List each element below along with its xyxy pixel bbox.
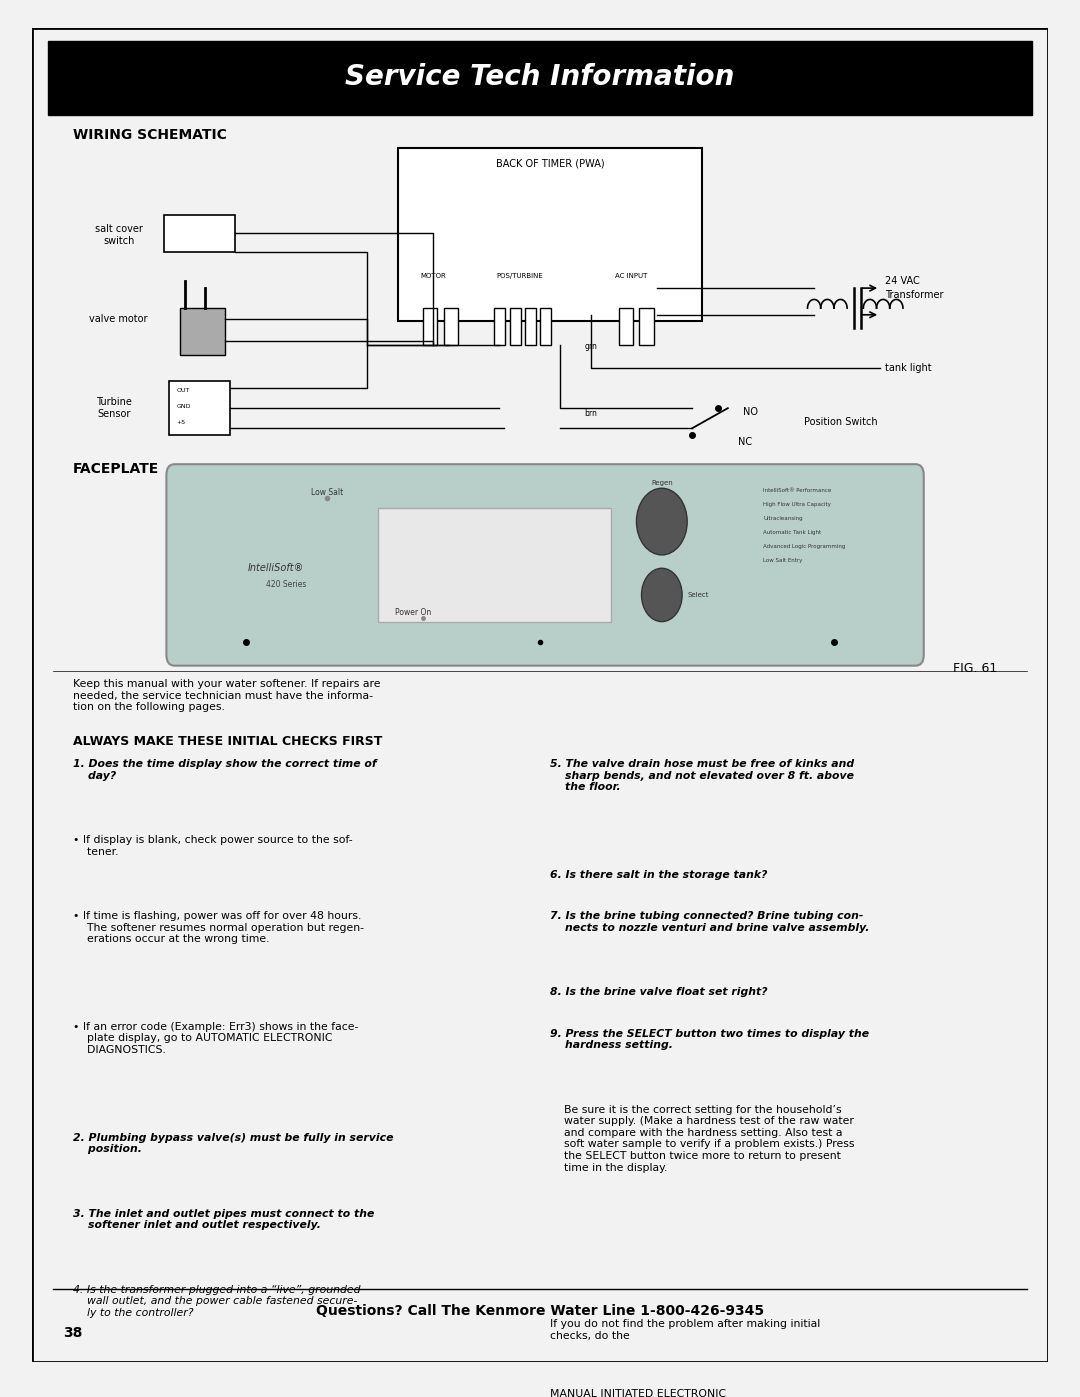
Text: If you do not find the problem after making initial
checks, do the: If you do not find the problem after mak… (550, 1319, 821, 1341)
Text: 9. Press the SELECT button two times to display the
    hardness setting.: 9. Press the SELECT button two times to … (550, 1028, 869, 1051)
Text: WIRING SCHEMATIC: WIRING SCHEMATIC (73, 129, 227, 142)
Text: Position Switch: Position Switch (804, 416, 878, 426)
Text: • If display is blank, check power source to the sof-
    tener.: • If display is blank, check power sourc… (73, 835, 353, 856)
Text: 4. Is the transformer plugged into a “live”, grounded
    wall outlet, and the p: 4. Is the transformer plugged into a “li… (73, 1285, 361, 1317)
Text: MOTOR: MOTOR (420, 272, 446, 279)
Text: Keep this manual with your water softener. If repairs are
needed, the service te: Keep this manual with your water softene… (73, 679, 380, 712)
Text: Questions? Call The Kenmore Water Line 1-800-426-9345: Questions? Call The Kenmore Water Line 1… (316, 1305, 764, 1319)
Text: Power On: Power On (395, 608, 431, 617)
Text: BACK OF TIMER (PWA): BACK OF TIMER (PWA) (496, 159, 605, 169)
Text: grn: grn (584, 342, 597, 351)
Bar (525, 309, 536, 345)
Circle shape (642, 569, 683, 622)
Text: OUT: OUT (176, 388, 190, 394)
Text: 38: 38 (63, 1326, 82, 1340)
Text: 24 VAC
Transformer: 24 VAC Transformer (886, 277, 944, 300)
Text: NC: NC (738, 436, 752, 447)
Text: 1. Does the time display show the correct time of
    day?: 1. Does the time display show the correc… (73, 759, 377, 781)
Text: Ultracleansing: Ultracleansing (764, 517, 802, 521)
Text: POS/TURBINE: POS/TURBINE (497, 272, 543, 279)
Bar (619, 309, 633, 345)
FancyBboxPatch shape (166, 464, 923, 665)
Text: 3. The inlet and outlet pipes must connect to the
    softener inlet and outlet : 3. The inlet and outlet pipes must conne… (73, 1208, 375, 1231)
Bar (510, 309, 521, 345)
Bar (444, 309, 458, 345)
Bar (540, 309, 551, 345)
Text: FACEPLATE: FACEPLATE (73, 461, 159, 475)
Text: Automatic Tank Light: Automatic Tank Light (764, 531, 822, 535)
Text: Low Salt Entry: Low Salt Entry (764, 559, 802, 563)
Bar (179, 309, 226, 355)
Text: 420 Series: 420 Series (266, 580, 307, 588)
Text: valve motor: valve motor (90, 314, 148, 324)
Text: Service Tech Information: Service Tech Information (346, 63, 734, 91)
Bar (495, 309, 505, 345)
Circle shape (636, 488, 687, 555)
Text: High Flow Ultra Capacity: High Flow Ultra Capacity (764, 503, 832, 507)
Bar (378, 509, 611, 622)
Text: Low Salt: Low Salt (311, 488, 343, 497)
Text: 7. Is the brine tubing connected? Brine tubing con-
    nects to nozzle venturi : 7. Is the brine tubing connected? Brine … (550, 911, 869, 933)
Text: Select: Select (687, 592, 708, 598)
Text: 5. The valve drain hose must be free of kinks and
    sharp bends, and not eleva: 5. The valve drain hose must be free of … (550, 759, 854, 792)
Bar (170, 381, 230, 434)
Text: NO: NO (743, 407, 758, 418)
Text: AC INPUT: AC INPUT (616, 272, 648, 279)
Text: IntelliSoft®: IntelliSoft® (248, 563, 305, 573)
Text: GND: GND (176, 404, 191, 409)
Bar (639, 309, 653, 345)
Text: IntelliSoft® Performance: IntelliSoft® Performance (764, 488, 832, 493)
Text: brn: brn (584, 408, 597, 418)
Text: FIG. 61: FIG. 61 (953, 662, 997, 675)
Bar (48, 42, 1032, 115)
Text: +5: +5 (176, 420, 186, 425)
Text: 6. Is there salt in the storage tank?: 6. Is there salt in the storage tank? (550, 870, 768, 880)
Text: Turbine
Sensor: Turbine Sensor (96, 397, 132, 419)
Text: 8. Is the brine valve float set right?: 8. Is the brine valve float set right? (550, 988, 768, 997)
Bar (164, 215, 235, 251)
Text: • If an error code (Example: Err3) shows in the face-
    plate display, go to A: • If an error code (Example: Err3) shows… (73, 1021, 359, 1055)
Text: tank light: tank light (886, 363, 932, 373)
Text: ALWAYS MAKE THESE INITIAL CHECKS FIRST: ALWAYS MAKE THESE INITIAL CHECKS FIRST (73, 735, 382, 747)
Text: 2. Plumbing bypass valve(s) must be fully in service
    position.: 2. Plumbing bypass valve(s) must be full… (73, 1133, 393, 1154)
Text: Be sure it is the correct setting for the household’s
    water supply. (Make a : Be sure it is the correct setting for th… (550, 1105, 854, 1172)
Text: MANUAL INITIATED ELECTRONIC
DIAGNOSTICS, and the MANUAL ADVANCE REGEN-
ERATION C: MANUAL INITIATED ELECTRONIC DIAGNOSTICS,… (550, 1389, 826, 1397)
Bar (397, 148, 702, 321)
Bar (423, 309, 437, 345)
Text: Advanced Logic Programming: Advanced Logic Programming (764, 545, 846, 549)
Text: • If time is flashing, power was off for over 48 hours.
    The softener resumes: • If time is flashing, power was off for… (73, 911, 364, 944)
Text: Regen: Regen (651, 479, 673, 486)
Text: salt cover
switch: salt cover switch (95, 224, 143, 246)
